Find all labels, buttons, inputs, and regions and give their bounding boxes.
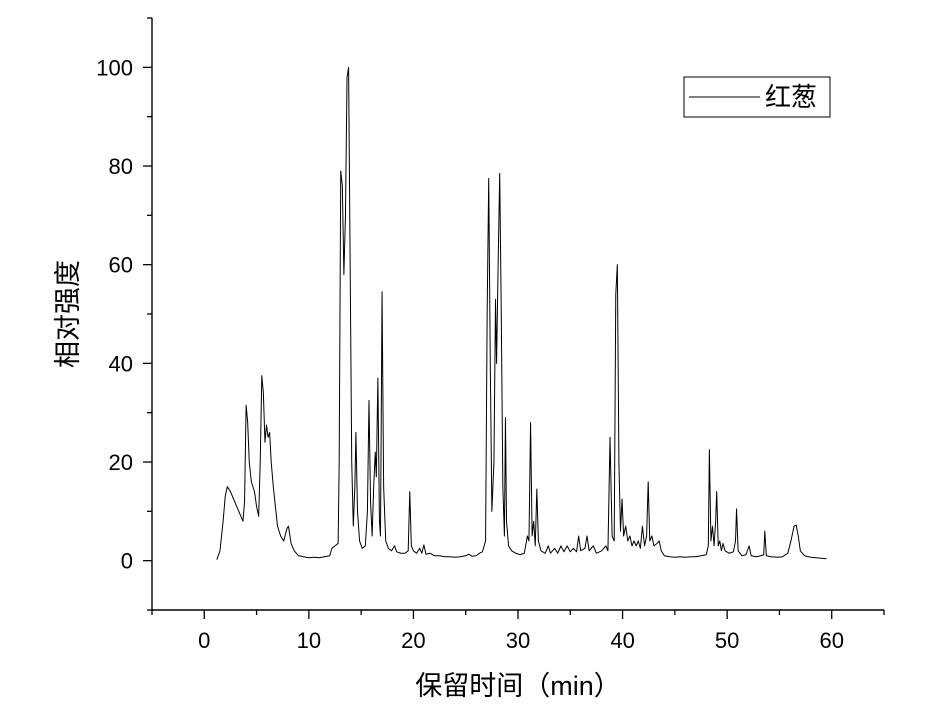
x-tick-label: 20 <box>401 628 425 653</box>
axis-ticks <box>143 17 885 619</box>
axis-tick-labels: 0 10 20 30 40 50 60 0 20 40 60 80 100 <box>96 55 844 653</box>
x-tick-label: 0 <box>198 628 210 653</box>
series-line <box>216 66 827 560</box>
y-tick-label: 0 <box>121 549 133 574</box>
x-tick-label: 40 <box>610 628 634 653</box>
y-tick-label: 40 <box>109 351 133 376</box>
x-tick-label: 30 <box>506 628 530 653</box>
x-tick-label: 60 <box>819 628 843 653</box>
legend: 红葱 <box>683 76 831 118</box>
y-tick-label: 20 <box>109 450 133 475</box>
y-tick-label: 60 <box>109 253 133 278</box>
y-tick-label: 80 <box>109 154 133 179</box>
x-tick-label: 50 <box>715 628 739 653</box>
x-tick-label: 10 <box>297 628 321 653</box>
legend-label: 红葱 <box>765 82 817 112</box>
y-axis-label: 相对强度 <box>53 260 83 368</box>
y-tick-label: 100 <box>96 55 133 80</box>
x-axis-label: 保留时间（min） <box>415 671 621 701</box>
